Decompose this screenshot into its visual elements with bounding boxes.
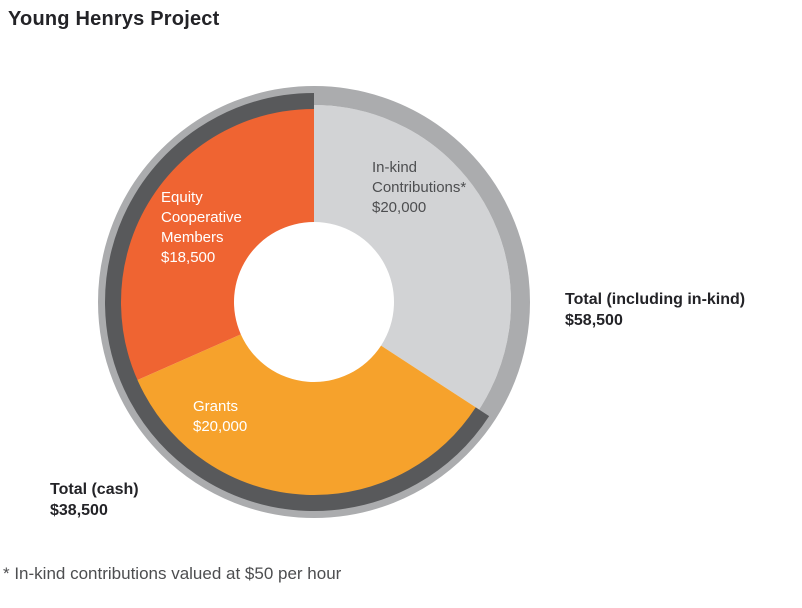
label-in-kind-contributions: In-kind Contributions* $20,000: [372, 158, 466, 218]
page-title: Young Henrys Project: [8, 8, 220, 30]
footnote: * In-kind contributions valued at $50 pe…: [3, 564, 342, 583]
slice-in-kind: [314, 105, 511, 410]
total-name: Total (cash): [50, 481, 139, 498]
total-name: Total (including in-kind): [565, 291, 746, 308]
total-including-in-kind: Total (including in-kind) $58,500: [565, 289, 745, 331]
total-cash-ring: [105, 93, 490, 511]
slice-name: In-kind Contributions*: [372, 159, 467, 196]
total-cash: Total (cash) $38,500: [50, 479, 139, 521]
slice-name: Equity Cooperative Members: [161, 189, 242, 246]
slice-value: $20,000: [193, 418, 248, 435]
slice-grants: [133, 334, 480, 499]
slice-value: $20,000: [372, 199, 427, 216]
label-equity-cooperative-members: Equity Cooperative Members $18,500: [161, 188, 242, 268]
slice-value: $18,500: [161, 249, 216, 266]
total-value: $38,500: [50, 502, 108, 519]
label-grants: Grants $20,000: [193, 397, 247, 437]
total-value: $58,500: [565, 312, 623, 329]
slice-name: Grants: [193, 398, 239, 415]
